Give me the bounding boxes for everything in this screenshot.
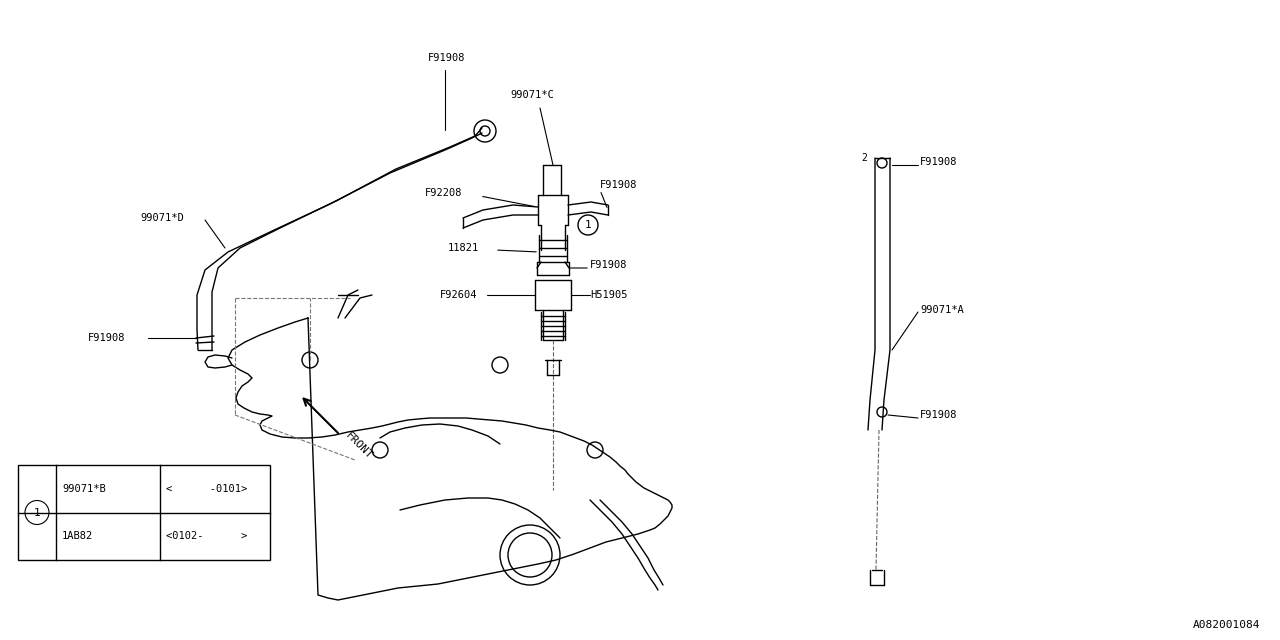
Text: F91908: F91908 [590,260,627,270]
Text: F91908: F91908 [600,180,637,190]
Text: F91908: F91908 [428,53,466,63]
Text: F92604: F92604 [440,290,477,300]
Text: 99071*C: 99071*C [509,90,554,100]
Text: 1AB82: 1AB82 [61,531,93,541]
Text: F92208: F92208 [425,188,462,198]
Text: 2: 2 [861,153,867,163]
Text: 99071*A: 99071*A [920,305,964,315]
Text: F91908: F91908 [920,157,957,167]
Text: A082001084: A082001084 [1193,620,1260,630]
Text: <0102-      >: <0102- > [166,531,247,541]
Text: 11821: 11821 [448,243,479,253]
Text: FRONT: FRONT [343,430,374,461]
Text: 99071*D: 99071*D [140,213,184,223]
Text: F91908: F91908 [88,333,125,343]
Text: 99071*B: 99071*B [61,484,106,493]
Text: H51905: H51905 [590,290,627,300]
Bar [18,465,270,560]
Text: 1: 1 [33,508,41,518]
Text: F91908: F91908 [920,410,957,420]
Text: <      -0101>: < -0101> [166,484,247,493]
Text: 1: 1 [585,220,591,230]
